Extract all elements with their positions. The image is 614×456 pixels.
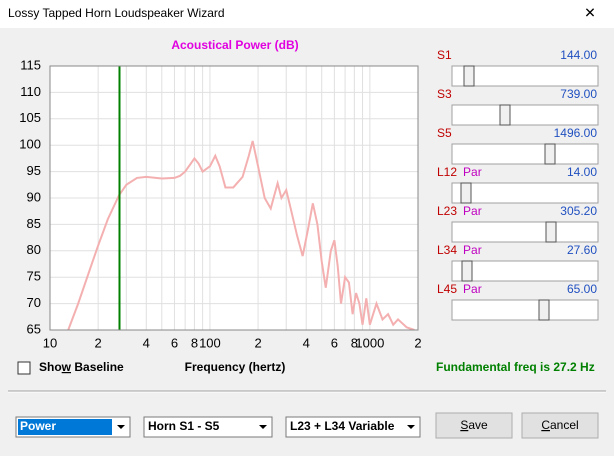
x-tick-label: 6: [171, 335, 178, 350]
slider-track[interactable]: [451, 104, 599, 126]
slider-thumb[interactable]: [460, 182, 472, 204]
dropdown-arrow: [407, 425, 415, 429]
checkbox[interactable]: [17, 361, 31, 375]
button-label: Cancel: [541, 418, 578, 432]
slider-name: L34: [437, 243, 457, 257]
x-tick-label: 4: [303, 335, 310, 350]
label-part: ave: [468, 418, 488, 432]
slider-value: 65.00: [567, 282, 597, 296]
slider-name: S1: [437, 48, 452, 62]
y-tick-label: 80: [27, 242, 41, 257]
close-button[interactable]: ✕: [584, 5, 596, 21]
slider-thumb[interactable]: [545, 221, 557, 243]
dropdown-text: Horn S1 - S5: [148, 419, 220, 433]
x-tick-label: 6: [331, 335, 338, 350]
slider-suffix: Par: [463, 243, 482, 257]
slider-value: 144.00: [560, 48, 597, 62]
x-tick-label: 2: [254, 335, 261, 350]
button-label: Save: [460, 418, 488, 432]
y-tick-label: 115: [20, 57, 41, 72]
slider-suffix: Par: [463, 204, 482, 218]
x-tick-label: 1000: [355, 335, 384, 350]
slider-label: S5: [437, 126, 452, 140]
slider-name: S5: [437, 126, 452, 140]
button[interactable]: [435, 412, 513, 439]
x-tick-label: 2: [95, 335, 102, 350]
slider-value: 1496.00: [554, 126, 598, 140]
x-tick-label: 10: [43, 335, 57, 350]
y-tick-label: 95: [27, 163, 41, 178]
slider-label: L12 Par: [437, 165, 482, 179]
slider-thumb[interactable]: [463, 65, 475, 87]
title-bar: [0, 0, 614, 28]
slider-thumb[interactable]: [538, 299, 550, 321]
x-tick-label: 2: [414, 335, 421, 350]
y-tick-label: 70: [27, 295, 41, 310]
label-part: Baseline: [71, 360, 124, 374]
slider-label: S1: [437, 48, 452, 62]
slider-label: L23 Par: [437, 204, 482, 218]
slider-track[interactable]: [451, 143, 599, 165]
x-tick-label: 4: [143, 335, 150, 350]
slider-suffix: Par: [463, 282, 482, 296]
label-part: w: [61, 360, 72, 374]
label-part: S: [460, 418, 468, 432]
dropdown[interactable]: [285, 416, 421, 438]
line-series: [67, 140, 415, 330]
window-title: Lossy Tapped Horn Loudspeaker Wizard: [8, 6, 225, 20]
slider-thumb[interactable]: [499, 104, 511, 126]
dropdown-arrow: [117, 425, 125, 429]
x-tick-label: 100: [199, 335, 221, 350]
slider-value: 305.20: [560, 204, 597, 218]
y-tick-label: 105: [19, 110, 41, 125]
slider-track[interactable]: [451, 221, 599, 243]
y-tick-label: 85: [27, 216, 41, 231]
slider-name: L23: [437, 204, 457, 218]
slider-value: 27.60: [567, 243, 597, 257]
x-axis-label: Frequency (hertz): [185, 360, 286, 374]
label-part: ancel: [550, 418, 579, 432]
fundamental-text: Fundamental freq is 27.2 Hz: [436, 360, 595, 374]
slider-name: L45: [437, 282, 457, 296]
y-tick-label: 65: [27, 321, 41, 336]
slider-thumb[interactable]: [461, 260, 473, 282]
slider-name: S3: [437, 87, 452, 101]
slider-label: L45 Par: [437, 282, 482, 296]
slider-value: 14.00: [567, 165, 597, 179]
button[interactable]: [521, 412, 599, 439]
plot-border: [49, 65, 419, 331]
slider-thumb[interactable]: [544, 143, 556, 165]
selection-highlight: [18, 419, 112, 435]
slider-suffix: Par: [463, 165, 482, 179]
slider-track[interactable]: [451, 299, 599, 321]
y-tick-label: 75: [27, 269, 41, 284]
dropdown-text: L23 + L34 Variable: [290, 419, 395, 433]
chart-title: Acoustical Power (dB): [171, 38, 298, 52]
slider-label: L34 Par: [437, 243, 482, 257]
dropdown-arrow: [259, 425, 267, 429]
label-part: C: [541, 418, 550, 432]
slider-value: 739.00: [560, 87, 597, 101]
slider-track[interactable]: [451, 182, 599, 204]
dropdown[interactable]: [143, 416, 273, 438]
slider-track[interactable]: [451, 260, 599, 282]
y-tick-label: 90: [27, 189, 41, 204]
x-tick-label: 8: [351, 335, 358, 350]
x-tick-label: 8: [191, 335, 198, 350]
slider-label: S3: [437, 87, 452, 101]
y-tick-label: 110: [20, 84, 41, 99]
dropdown-text: Power: [20, 419, 56, 433]
checkbox-label[interactable]: Show Baseline: [39, 360, 124, 374]
y-tick-label: 100: [19, 137, 41, 152]
label-part: Sho: [39, 360, 62, 374]
slider-name: L12: [437, 165, 457, 179]
slider-track[interactable]: [451, 65, 599, 87]
